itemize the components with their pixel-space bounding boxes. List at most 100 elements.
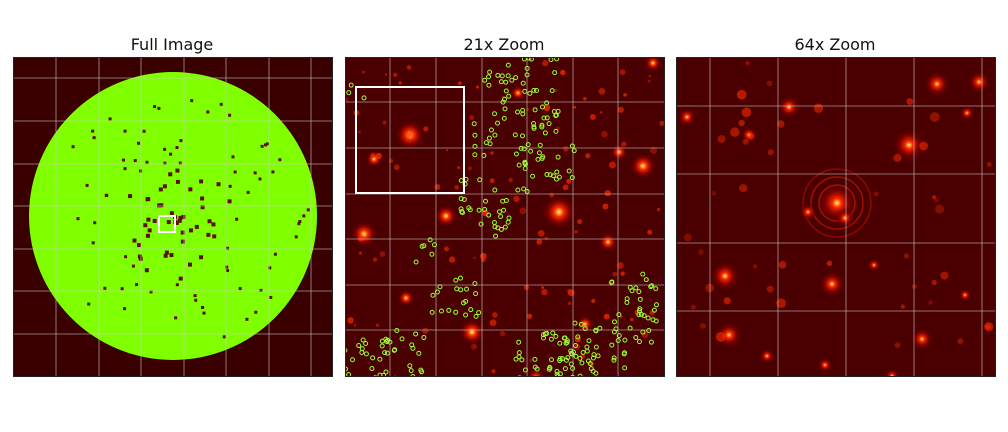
bright-source-gap xyxy=(147,228,152,233)
detection-marker xyxy=(382,350,388,356)
faint-source xyxy=(602,203,609,210)
detection-marker xyxy=(609,279,615,285)
detection-marker xyxy=(548,357,554,363)
faint-source xyxy=(608,161,616,169)
faint-source xyxy=(562,184,569,191)
faint-source xyxy=(523,284,530,291)
bright-source-gap xyxy=(222,335,226,339)
star-source xyxy=(715,321,743,349)
detection-marker xyxy=(520,80,526,86)
star-source xyxy=(967,70,991,94)
detection-marker xyxy=(643,277,649,283)
detection-marker xyxy=(408,368,414,374)
detection-marker xyxy=(616,312,622,318)
star-source xyxy=(835,208,855,228)
faint-source xyxy=(375,323,380,327)
faint-source xyxy=(739,184,748,193)
bright-source-gap xyxy=(159,203,164,208)
faint-source xyxy=(527,313,533,319)
detection-marker xyxy=(633,285,639,291)
zoom64-plot xyxy=(677,58,995,376)
detection-marker xyxy=(531,87,537,93)
star-source xyxy=(541,194,577,230)
faint-source xyxy=(353,324,357,327)
detection-marker xyxy=(491,220,497,226)
faint-source xyxy=(736,89,747,100)
detection-marker xyxy=(446,307,452,313)
detection-marker xyxy=(540,104,546,110)
detection-marker xyxy=(532,107,538,113)
faint-source xyxy=(634,309,640,316)
faint-source xyxy=(647,229,653,235)
faint-source xyxy=(623,93,627,97)
panel-title-zoom21: 21x Zoom xyxy=(463,35,545,54)
detection-marker xyxy=(492,187,498,193)
detection-marker xyxy=(453,277,459,283)
bright-source-gap xyxy=(269,295,273,299)
star-source xyxy=(891,127,927,163)
detection-marker xyxy=(348,82,354,88)
detection-marker xyxy=(525,142,531,148)
bright-source-gap xyxy=(145,160,149,164)
faint-source xyxy=(444,246,450,252)
star-source xyxy=(817,357,833,373)
detection-marker xyxy=(498,226,504,232)
detection-marker xyxy=(379,343,385,349)
bright-source-gap xyxy=(146,196,151,201)
detection-marker xyxy=(645,315,651,321)
detection-marker xyxy=(527,90,533,96)
faint-source xyxy=(358,251,362,255)
bright-source-gap xyxy=(175,146,179,150)
detection-marker xyxy=(516,162,522,168)
detection-marker xyxy=(590,368,596,374)
star-source xyxy=(677,107,697,127)
detection-marker xyxy=(550,330,556,336)
detection-marker xyxy=(539,122,545,128)
faint-source xyxy=(480,252,487,260)
detection-marker xyxy=(555,154,561,160)
faint-source xyxy=(543,104,551,112)
bright-source-gap xyxy=(120,287,124,291)
detection-marker xyxy=(516,350,522,356)
detection-marker xyxy=(640,271,646,277)
detection-marker xyxy=(569,175,575,181)
faint-source xyxy=(741,107,752,118)
faint-source xyxy=(448,256,456,263)
detection-marker xyxy=(648,339,654,345)
star-source xyxy=(458,318,486,346)
faint-source xyxy=(574,230,578,234)
detection-marker xyxy=(555,108,561,114)
star-source xyxy=(709,260,741,292)
faint-source xyxy=(715,331,726,342)
detection-marker xyxy=(458,287,464,293)
detection-marker xyxy=(429,309,435,315)
faint-source xyxy=(776,298,786,308)
detection-marker xyxy=(506,93,512,99)
faint-source xyxy=(813,103,824,113)
detection-marker xyxy=(531,121,537,127)
bright-source-gap xyxy=(202,311,206,315)
detection-marker xyxy=(611,357,617,363)
detection-marker xyxy=(419,243,425,249)
faint-source xyxy=(929,112,940,122)
detection-marker xyxy=(502,106,508,112)
detection-marker xyxy=(356,343,362,349)
detection-marker xyxy=(579,360,585,366)
detection-marker xyxy=(621,351,627,357)
detection-marker xyxy=(478,221,484,227)
detection-marker xyxy=(553,128,559,134)
bright-source-gap xyxy=(228,113,232,117)
image-background xyxy=(346,58,664,376)
faint-source xyxy=(919,141,929,151)
detection-marker xyxy=(483,198,489,204)
faint-source xyxy=(566,288,572,294)
detection-marker xyxy=(633,335,639,341)
detection-marker xyxy=(522,367,528,373)
faint-source xyxy=(379,251,386,258)
detection-marker xyxy=(427,237,433,243)
faint-source xyxy=(491,312,498,318)
detection-marker xyxy=(512,132,518,138)
star-source xyxy=(959,105,975,121)
bright-source-gap xyxy=(122,158,126,162)
detection-marker xyxy=(473,291,479,297)
